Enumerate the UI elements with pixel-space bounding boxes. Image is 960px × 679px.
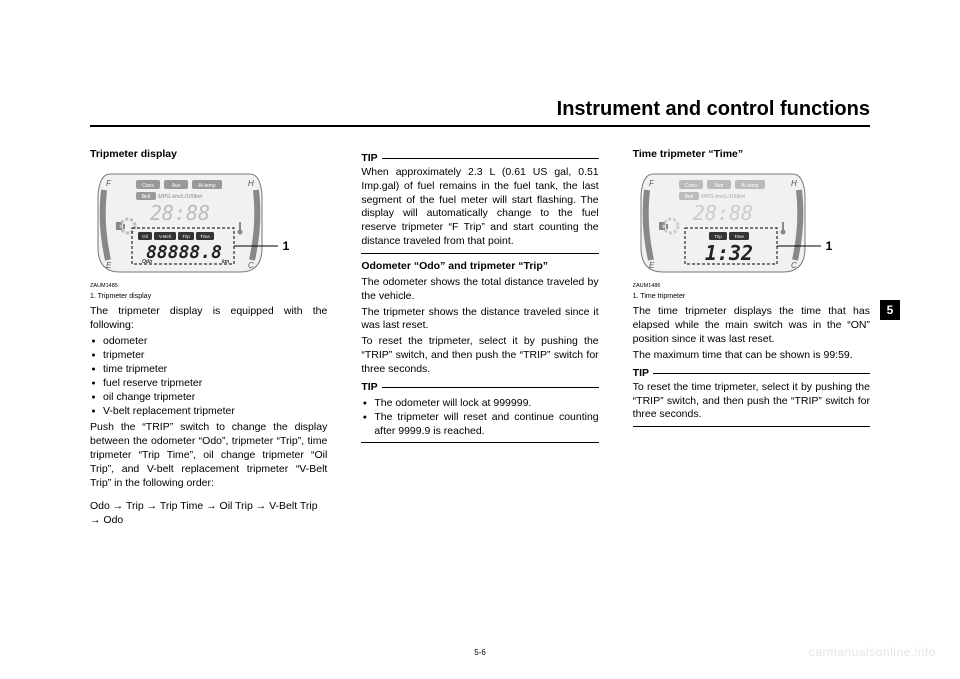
svg-text:Ai-temp: Ai-temp [198, 183, 215, 189]
tip-heading-1: TIP [361, 152, 598, 166]
odo-p1: The odometer shows the total distance tr… [361, 276, 598, 304]
figure-code-2: ZAUM1486 [633, 283, 870, 290]
svg-text:C: C [791, 261, 797, 270]
figure-code-1: ZAUM1485 [90, 283, 327, 290]
col3-p2: The maximum time that can be shown is 99… [633, 349, 870, 363]
col3-p1: The time tripmeter displays the time tha… [633, 305, 870, 347]
column-1: Tripmeter display F E H C [90, 148, 327, 629]
tip3-body: To reset the time tripmeter, select it b… [633, 381, 870, 423]
col3-heading: Time tripmeter “Time” [633, 148, 870, 162]
svg-text:Cons: Cons [142, 183, 154, 189]
column-2: TIP When approximately 2.3 L (0.61 US ga… [361, 148, 598, 629]
separator [361, 253, 598, 254]
svg-text:C: C [248, 261, 254, 270]
svg-text:Ai-temp: Ai-temp [741, 183, 758, 189]
odo-p2: The tripmeter shows the distance travele… [361, 306, 598, 334]
odo-p3: To reset the tripmeter, select it by pus… [361, 335, 598, 377]
svg-text:88888.8: 88888.8 [146, 242, 222, 263]
svg-text:Ave: Ave [172, 183, 181, 189]
figure-caption-1: 1. Tripmeter display [90, 292, 327, 301]
svg-text:Oil: Oil [142, 234, 148, 239]
svg-text:V-Belt: V-Belt [159, 234, 172, 239]
svg-text:E: E [649, 261, 655, 270]
figure-caption-2: 1. Time tripmeter [633, 292, 870, 301]
separator [361, 442, 598, 443]
svg-text:H: H [791, 179, 797, 188]
svg-text:Belt: Belt [142, 194, 151, 200]
manual-page: Instrument and control functions 5 Tripm… [0, 0, 960, 679]
svg-text:E: E [106, 261, 112, 270]
tip-heading-2: TIP [361, 381, 598, 395]
col1-bullets: odometer tripmeter time tripmeter fuel r… [90, 335, 327, 419]
svg-text:1: 1 [825, 239, 832, 253]
svg-text:28:88: 28:88 [150, 201, 210, 225]
svg-text:H: H [248, 179, 254, 188]
svg-text:Time: Time [200, 234, 210, 239]
watermark: carmanualsonline.info [809, 645, 936, 659]
tip-heading-3: TIP [633, 367, 870, 381]
svg-text:Ave: Ave [714, 183, 723, 189]
svg-text:MPG·km/L/100km: MPG·km/L/100km [701, 194, 746, 200]
col1-order: Odo → Trip → Trip Time → Oil Trip → V-Be… [90, 500, 327, 528]
chapter-tab: 5 [880, 300, 900, 320]
tip1-body: When approximately 2.3 L (0.61 US gal, 0… [361, 166, 598, 249]
gauge-svg-1: F E H C Cons Ave Ai-temp Belt MP [90, 164, 300, 282]
column-3: Time tripmeter “Time” F E H C Cons Ave A… [633, 148, 870, 629]
tip2-bullets: The odometer will lock at 999999. The tr… [361, 397, 598, 439]
svg-text:km: km [222, 259, 230, 265]
svg-text:1: 1 [283, 239, 290, 253]
gauge-svg-2: F E H C Cons Ave Ai-temp Belt MPG·km/L/1… [633, 164, 843, 282]
figure-time-tripmeter: F E H C Cons Ave Ai-temp Belt MPG·km/L/1… [633, 164, 870, 301]
svg-text:MPG·km/L/100km: MPG·km/L/100km [158, 194, 203, 200]
figure-tripmeter-display: F E H C Cons Ave Ai-temp Belt MP [90, 164, 327, 301]
page-section-title: Instrument and control functions [557, 98, 870, 121]
col1-intro: The tripmeter display is equipped with t… [90, 305, 327, 333]
separator [633, 426, 870, 427]
svg-text:28:88: 28:88 [693, 201, 753, 225]
svg-text:Belt: Belt [684, 194, 693, 200]
content-columns: Tripmeter display F E H C [90, 148, 870, 629]
svg-text:Time: Time [734, 234, 744, 239]
svg-text:Trip: Trip [714, 234, 722, 239]
col1-push-text: Push the “TRIP” switch to change the dis… [90, 421, 327, 490]
header-rule [90, 125, 870, 127]
svg-text:Odo: Odo [142, 259, 152, 265]
svg-text:Trip: Trip [182, 234, 190, 239]
odo-heading: Odometer “Odo” and tripmeter “Trip” [361, 260, 598, 274]
svg-text:Cons: Cons [685, 183, 697, 189]
col1-heading: Tripmeter display [90, 148, 327, 162]
svg-text:1:32: 1:32 [705, 241, 753, 265]
